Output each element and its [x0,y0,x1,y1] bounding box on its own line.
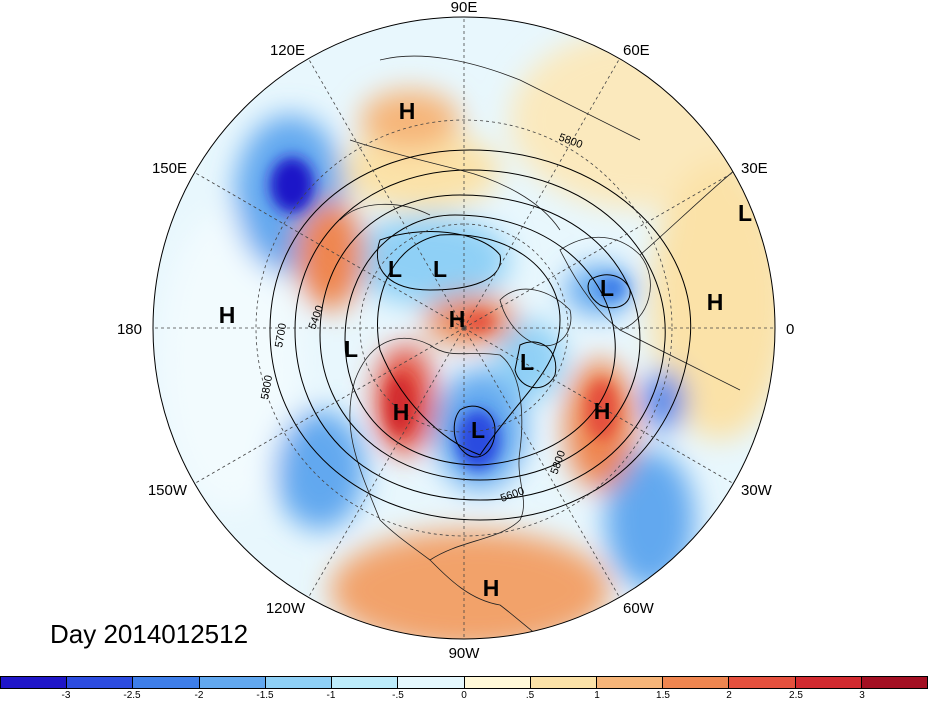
colorbar-swatch [530,677,597,688]
lon-label-30e: 30E [741,160,768,177]
low-center-label: L [600,275,614,301]
colorbar-tick-label: 2 [726,690,732,701]
colorbar-swatch [398,677,465,688]
colorbar-swatch [265,677,333,688]
colorbar-swatch [663,677,730,688]
colorbar-tick-label: 2.5 [789,690,803,701]
lon-label-90w: 90W [449,645,481,662]
colorbar-swatch [795,677,862,688]
colorbar-swatch [861,677,928,688]
height-contours [269,149,692,521]
high-center-label: H [399,98,416,124]
lon-label-30w: 30W [741,482,773,499]
colorbar-swatch [464,677,531,688]
high-center-label: H [594,398,611,424]
colorbar-swatch [67,677,134,688]
colorbar-swatch [199,677,266,688]
colorbar [0,676,928,689]
colorbar-swatch [596,677,664,688]
contour-label: 5700 [273,322,289,348]
colorbar-tick-label: -3 [61,690,71,701]
colorbar-tick-label: 1 [594,690,600,701]
lon-label-150e: 150E [152,160,187,177]
lon-label-60w: 60W [623,600,655,617]
pressure-center-markers: H H H H H H H L L L L L L L [219,98,752,601]
lon-label-120e: 120E [270,42,305,59]
high-center-label: H [483,575,500,601]
contour-label: 5800 [259,374,275,400]
colorbar-tick-label: 3 [859,690,865,701]
high-center-label: H [707,289,724,315]
date-title: Day 2014012512 [50,619,249,649]
lon-label-90e: 90E [451,0,478,16]
colorbar-tick-label: -1.5 [256,690,274,701]
colorbar-swatch [1,677,68,688]
colorbar-tick-label: -.5 [392,690,404,701]
colorbar-labels: -3 -2.5 -2 -1.5 -1 -.5 0 .5 1 1.5 2 2.5 … [0,690,928,702]
anomaly-field [153,17,775,639]
high-center-label: H [219,302,236,328]
low-center-label: L [738,200,752,226]
low-center-label: L [344,336,358,362]
colorbar-swatch [729,677,796,688]
longitude-labels: 90E 60E 30E 0 30W 60W 90W 120W 150W 180 … [117,0,794,662]
colorbar-tick-label: -2.5 [123,690,141,701]
lon-label-150w: 150W [148,482,188,499]
colorbar-tick-label: 0 [461,690,467,701]
lon-label-180: 180 [117,321,142,338]
high-center-label: H [449,306,466,332]
low-center-label: L [388,256,402,282]
graticule [153,17,775,639]
colorbar-tick-label: 1.5 [656,690,670,701]
colorbar-tick-label: -1 [326,690,336,701]
colorbar-swatch [332,677,399,688]
low-center-label: L [433,256,447,282]
colorbar-tick-label: -2 [194,690,204,701]
lon-label-120w: 120W [266,600,306,617]
high-center-label: H [393,399,410,425]
lon-label-60e: 60E [623,42,650,59]
low-center-label: L [520,349,534,375]
colorbar-tick-label: .5 [525,690,535,701]
lon-label-0: 0 [786,321,794,338]
map-boundary [152,16,776,640]
colorbar-swatch [133,677,200,688]
low-center-label: L [471,417,485,443]
